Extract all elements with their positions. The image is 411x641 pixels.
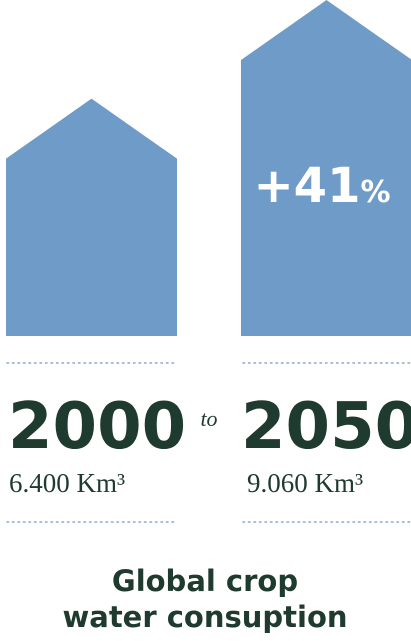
change-unit: % (360, 175, 390, 210)
value-label-2000: 6.400 Km³ (9, 468, 125, 498)
bar-2000 (6, 98, 177, 336)
caption-line-2: water consuption (62, 600, 347, 634)
value-label-2050: 9.060 Km³ (247, 468, 363, 498)
category-label-2000: 2000 (8, 390, 186, 464)
change-value: +41 (253, 158, 360, 214)
caption-line-1: Global crop (112, 564, 298, 598)
connector-word: to (200, 406, 217, 431)
bar-2050 (241, 0, 411, 336)
category-label-2050: 2050 (241, 390, 411, 464)
change-label: +41% (253, 158, 390, 214)
